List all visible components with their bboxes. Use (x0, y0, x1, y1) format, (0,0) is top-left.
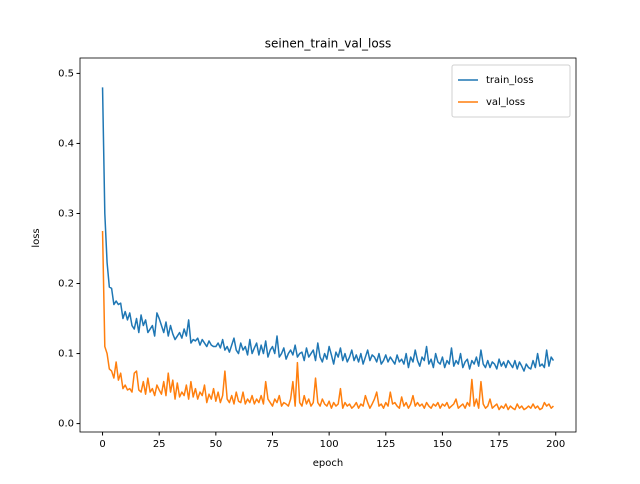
x-tick-label: 100 (320, 439, 339, 450)
x-tick-label: 150 (433, 439, 452, 450)
x-tick-label: 125 (376, 439, 395, 450)
y-tick-label: 0.1 (58, 349, 74, 360)
legend-box (451, 64, 571, 118)
x-axis-label: epoch (313, 458, 343, 469)
x-tick-label: 50 (209, 439, 222, 450)
legend-label: train_loss (486, 75, 534, 86)
y-axis-label: loss (31, 228, 42, 247)
series-line (101, 87, 555, 372)
x-tick-label: 200 (546, 439, 565, 450)
legend-label: val_loss (486, 97, 525, 108)
x-tick-label: 25 (153, 439, 166, 450)
chart-title: seinen_train_val_loss (265, 37, 391, 51)
series-line (101, 230, 554, 411)
y-tick-label: 0.0 (58, 419, 74, 430)
y-tick-label: 0.3 (58, 208, 74, 219)
plot-frame (79, 57, 577, 433)
x-tick-label: 0 (99, 439, 105, 450)
x-tick-label: 75 (266, 439, 279, 450)
x-tick-label: 175 (490, 439, 509, 450)
y-tick-label: 0.2 (58, 279, 74, 290)
y-tick-label: 0.4 (58, 138, 74, 149)
y-tick-label: 0.5 (58, 68, 74, 79)
